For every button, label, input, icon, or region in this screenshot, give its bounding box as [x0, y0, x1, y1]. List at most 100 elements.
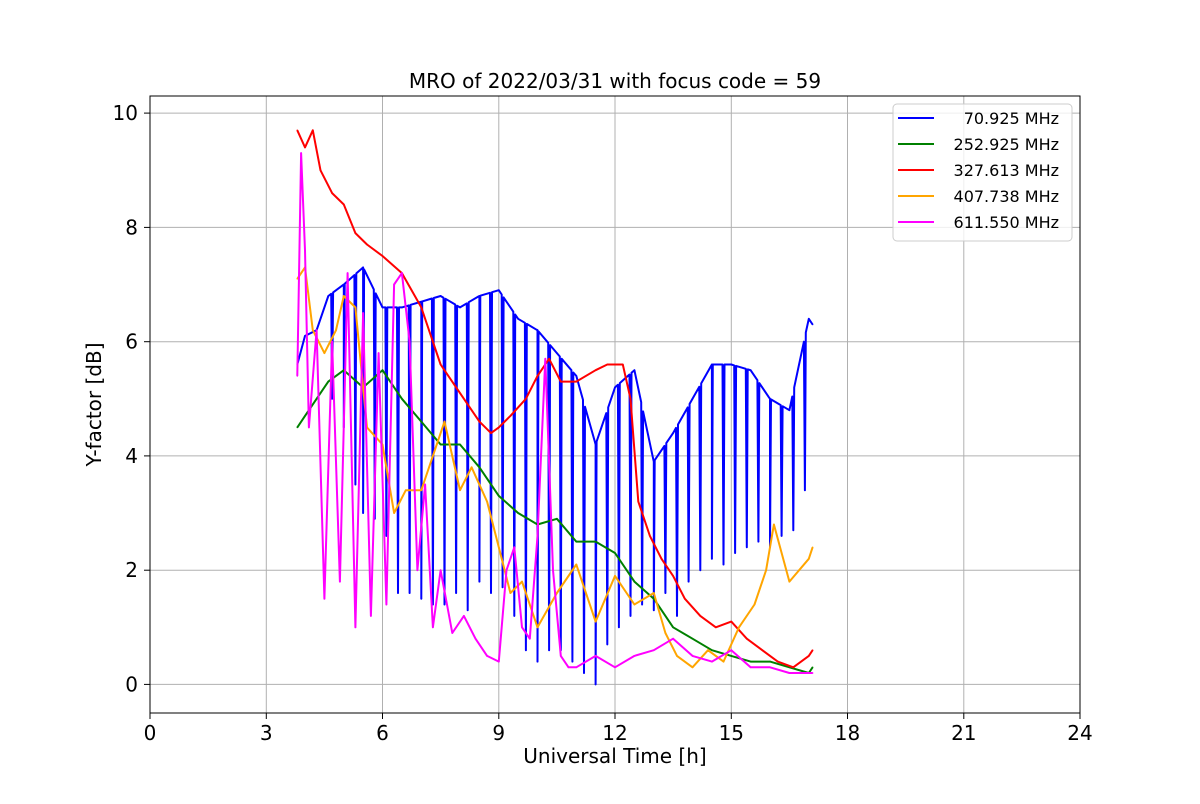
data-point	[315, 398, 318, 400]
y-tick-label: 4	[125, 444, 138, 468]
data-point	[633, 655, 636, 657]
data-point	[536, 626, 539, 629]
data-point	[606, 363, 609, 366]
data-point	[315, 329, 318, 332]
data-point	[490, 592, 492, 594]
data-point	[505, 569, 508, 571]
data-point	[788, 580, 791, 583]
data-point	[571, 660, 574, 663]
data-point	[296, 426, 299, 429]
data-point	[420, 420, 423, 423]
data-point	[606, 643, 609, 646]
data-point	[687, 580, 690, 583]
data-point	[498, 660, 500, 663]
data-point	[691, 637, 694, 640]
data-point	[354, 232, 357, 234]
data-point	[575, 375, 578, 377]
data-point	[583, 672, 585, 674]
data-point	[544, 358, 547, 360]
data-point	[420, 597, 423, 600]
data-point	[381, 255, 384, 257]
data-point	[691, 666, 694, 669]
x-axis-label: Universal Time [h]	[523, 744, 706, 768]
legend-label: 70.925 MHz	[954, 109, 1059, 128]
data-point	[536, 535, 539, 537]
data-point	[552, 569, 554, 571]
data-point	[672, 575, 674, 577]
data-point	[377, 352, 380, 354]
data-point	[749, 666, 752, 669]
data-point	[439, 363, 442, 366]
data-point	[370, 615, 372, 617]
data-point	[536, 375, 539, 377]
data-point	[575, 540, 578, 543]
data-point	[653, 649, 655, 651]
data-point	[354, 483, 357, 486]
data-point	[575, 666, 578, 669]
data-point	[560, 380, 562, 383]
data-point	[633, 603, 636, 606]
data-point	[323, 597, 326, 600]
x-tick-label: 9	[492, 721, 505, 745]
x-tick-label: 24	[1067, 721, 1092, 745]
legend-label: 327.613 MHz	[954, 161, 1059, 180]
data-point	[420, 300, 423, 303]
x-tick-label: 12	[602, 721, 627, 745]
data-point	[439, 295, 442, 297]
data-point	[769, 660, 771, 663]
data-point	[749, 369, 752, 372]
data-point	[354, 306, 357, 309]
data-point	[521, 626, 523, 629]
series-line-327-613-mhz	[296, 129, 814, 669]
data-point	[401, 272, 403, 274]
data-point	[335, 329, 337, 332]
data-point	[556, 592, 558, 594]
data-point	[746, 546, 748, 549]
data-point	[641, 603, 643, 606]
plot-area	[296, 129, 814, 686]
data-point	[451, 632, 454, 634]
data-point	[455, 592, 457, 594]
data-point	[548, 649, 550, 651]
data-point	[478, 420, 481, 423]
data-point	[808, 558, 810, 560]
data-point	[594, 540, 597, 543]
data-point	[362, 266, 364, 269]
data-point	[711, 660, 713, 663]
data-point	[711, 649, 713, 651]
data-point	[304, 249, 306, 252]
data-point	[556, 352, 558, 354]
data-point	[343, 203, 345, 206]
data-point	[594, 683, 597, 686]
data-point	[536, 660, 539, 663]
data-point	[556, 518, 558, 520]
data-point	[327, 295, 330, 297]
data-point	[730, 620, 733, 623]
data-point	[560, 655, 562, 657]
data-point	[629, 398, 632, 400]
data-point	[304, 415, 306, 417]
data-point	[513, 546, 516, 549]
data-point	[734, 552, 736, 554]
data-point	[711, 363, 713, 366]
data-point	[478, 580, 481, 583]
data-point	[463, 615, 465, 617]
data-point	[804, 489, 806, 492]
data-point	[381, 369, 384, 372]
data-point	[811, 323, 814, 326]
data-point	[296, 129, 299, 132]
y-tick-label: 10	[113, 101, 138, 125]
data-point	[614, 575, 616, 577]
y-tick-label: 0	[125, 672, 138, 696]
legend-label: 252.925 MHz	[954, 135, 1059, 154]
data-point	[439, 569, 442, 571]
legend-label: 407.738 MHz	[954, 187, 1059, 206]
data-point	[792, 666, 795, 669]
data-point	[699, 569, 702, 571]
data-point	[319, 169, 322, 172]
data-point	[614, 666, 616, 669]
data-point	[490, 432, 492, 434]
data-point	[730, 363, 733, 366]
data-point	[684, 597, 686, 600]
